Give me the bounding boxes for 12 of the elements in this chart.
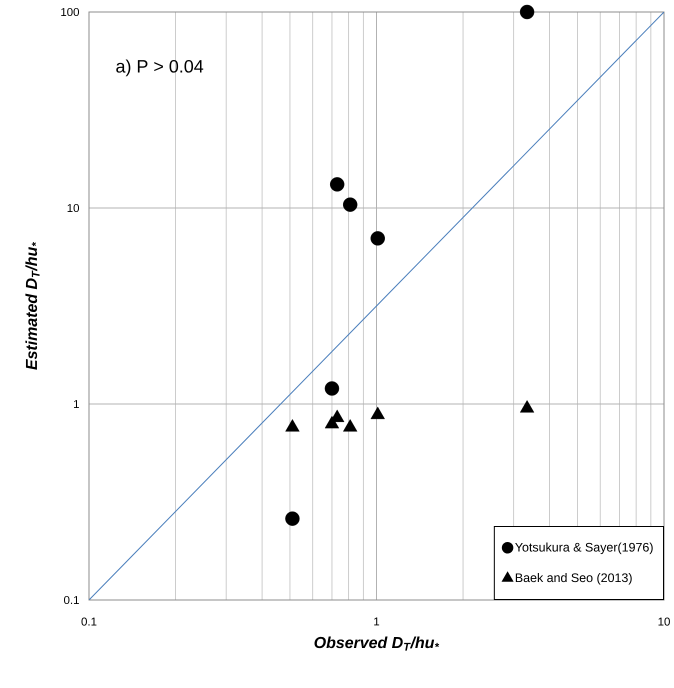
y-tick-label: 100 [61, 8, 80, 16]
y-tick-label: 1 [74, 400, 79, 408]
x-tick-label: 10 [658, 618, 670, 626]
legend-label: Yotsukura & Sayer(1976) [515, 542, 653, 554]
y-tick-label: 10 [68, 204, 80, 212]
x-axis-title: Observed D$_{T}$/hu$_{*}$ [314, 636, 440, 651]
x-tick-label: 0.1 [81, 618, 96, 626]
y-axis-title: Estimated D$_{T}$/hu$_{*}$ [25, 242, 40, 370]
y-tick-label: 0.1 [64, 596, 79, 604]
x-tick-label: 1 [374, 618, 380, 626]
annotation: a) P > 0.04 [116, 60, 204, 76]
legend-label: Baek and Seo (2013) [516, 572, 632, 585]
